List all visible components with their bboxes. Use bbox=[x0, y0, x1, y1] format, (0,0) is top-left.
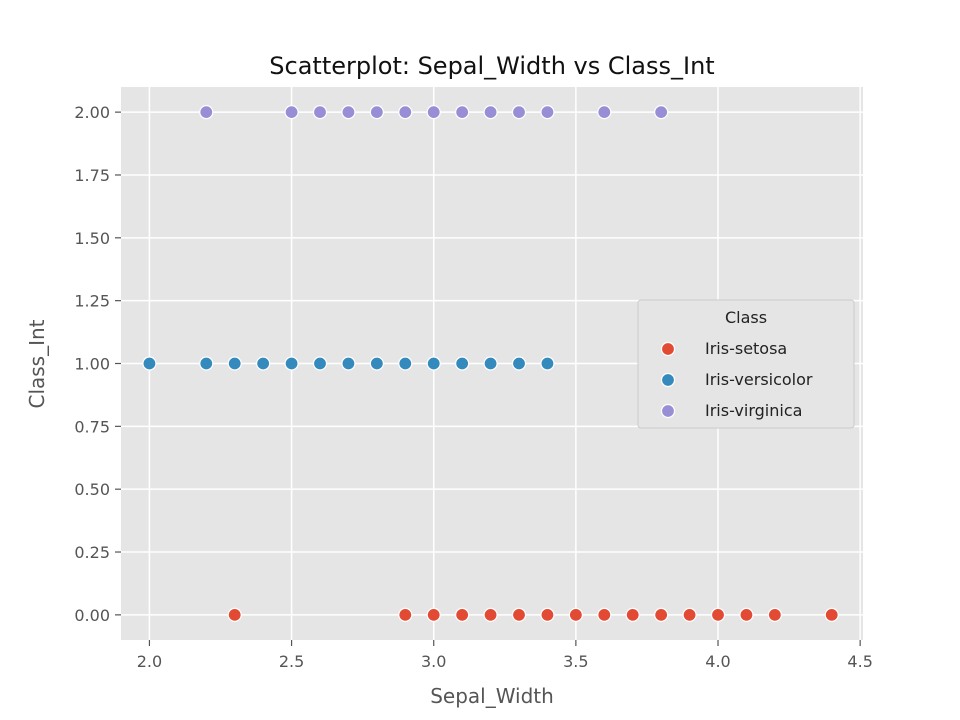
scatter-point bbox=[227, 356, 242, 371]
scatter-point bbox=[369, 105, 384, 120]
legend-marker bbox=[660, 372, 676, 388]
scatter-point bbox=[540, 105, 555, 120]
scatter-point bbox=[483, 607, 498, 622]
scatter-point bbox=[597, 607, 612, 622]
scatter-point bbox=[426, 356, 441, 371]
scatter-point bbox=[511, 105, 527, 120]
y-tick-label: 1.50 bbox=[74, 229, 110, 248]
scatter-point bbox=[256, 356, 271, 371]
y-tick-label: 0.50 bbox=[74, 480, 110, 499]
scatter-point bbox=[625, 607, 640, 622]
legend-title: Class bbox=[725, 308, 767, 327]
scatter-point bbox=[824, 607, 839, 622]
legend-box bbox=[637, 299, 855, 429]
scatter-point bbox=[284, 356, 299, 371]
legend-marker bbox=[660, 341, 676, 357]
y-axis-ticks: 0.00 0.25 0.50 0.75 1.00 1.25 1.50 1.75 2.00 bbox=[74, 103, 121, 625]
legend-entries: Iris-setosa Iris-versicolor Iris-virginica bbox=[660, 339, 813, 420]
scatter-point bbox=[483, 356, 498, 371]
scatter-point bbox=[511, 356, 527, 371]
scatter-point bbox=[597, 105, 612, 120]
x-tick-label: 4.5 bbox=[847, 652, 872, 671]
scatter-point bbox=[142, 356, 157, 371]
legend: Class Iris-setosa Iris-versicolor Iris-vir… bbox=[637, 299, 855, 429]
scatter-point bbox=[341, 105, 356, 120]
scatter-point bbox=[312, 105, 328, 120]
scatter-point bbox=[455, 105, 470, 120]
x-tick-label: 2.5 bbox=[279, 652, 304, 671]
scatter-point bbox=[426, 105, 441, 120]
y-tick-label: 1.75 bbox=[74, 166, 110, 185]
y-axis-label: Class_Int bbox=[25, 319, 49, 408]
scatter-point bbox=[284, 105, 299, 120]
scatter-point bbox=[739, 607, 754, 622]
scatter-point bbox=[426, 607, 441, 622]
scatter-point bbox=[540, 607, 555, 622]
scatter-point bbox=[654, 607, 669, 622]
scatter-point bbox=[767, 607, 782, 622]
x-tick-label: 3.0 bbox=[421, 652, 446, 671]
scatter-point bbox=[568, 607, 583, 622]
scatter-point bbox=[654, 105, 669, 120]
legend-label: Iris-versicolor bbox=[705, 370, 813, 389]
legend-label: Iris-setosa bbox=[705, 339, 787, 358]
scatter-point bbox=[710, 607, 726, 622]
y-tick-label: 2.00 bbox=[74, 103, 110, 122]
x-tick-label: 4.0 bbox=[705, 652, 730, 671]
chart-title: Scatterplot: Sepal_Width vs Class_Int bbox=[269, 52, 714, 80]
scatter-point bbox=[398, 356, 413, 371]
scatter-point bbox=[398, 105, 413, 120]
scatter-point bbox=[199, 356, 214, 371]
y-tick-label: 0.00 bbox=[74, 606, 110, 625]
scatter-point bbox=[682, 607, 697, 622]
legend-label: Iris-virginica bbox=[705, 401, 802, 420]
x-tick-label: 3.5 bbox=[563, 652, 588, 671]
y-tick-label: 0.75 bbox=[74, 417, 110, 436]
scatter-point bbox=[455, 356, 470, 371]
scatter-point bbox=[511, 607, 527, 622]
scatter-point bbox=[483, 105, 498, 120]
y-tick-label: 1.00 bbox=[74, 355, 110, 374]
scatter-point bbox=[455, 607, 470, 622]
data-points bbox=[142, 105, 839, 622]
y-tick-label: 0.25 bbox=[74, 543, 110, 562]
scatter-point bbox=[369, 356, 384, 371]
scatter-point bbox=[312, 356, 328, 371]
scatter-point bbox=[341, 356, 356, 371]
scatter-point bbox=[398, 607, 413, 622]
legend-marker bbox=[660, 403, 676, 419]
scatter-point bbox=[540, 356, 555, 371]
x-axis-label: Sepal_Width bbox=[430, 684, 554, 708]
x-tick-label: 2.0 bbox=[137, 652, 162, 671]
scatter-point bbox=[227, 607, 242, 622]
y-tick-label: 1.25 bbox=[74, 292, 110, 311]
scatter-point bbox=[199, 105, 214, 120]
x-axis-ticks: 2.0 2.5 3.0 3.5 4.0 4.5 bbox=[137, 640, 873, 671]
